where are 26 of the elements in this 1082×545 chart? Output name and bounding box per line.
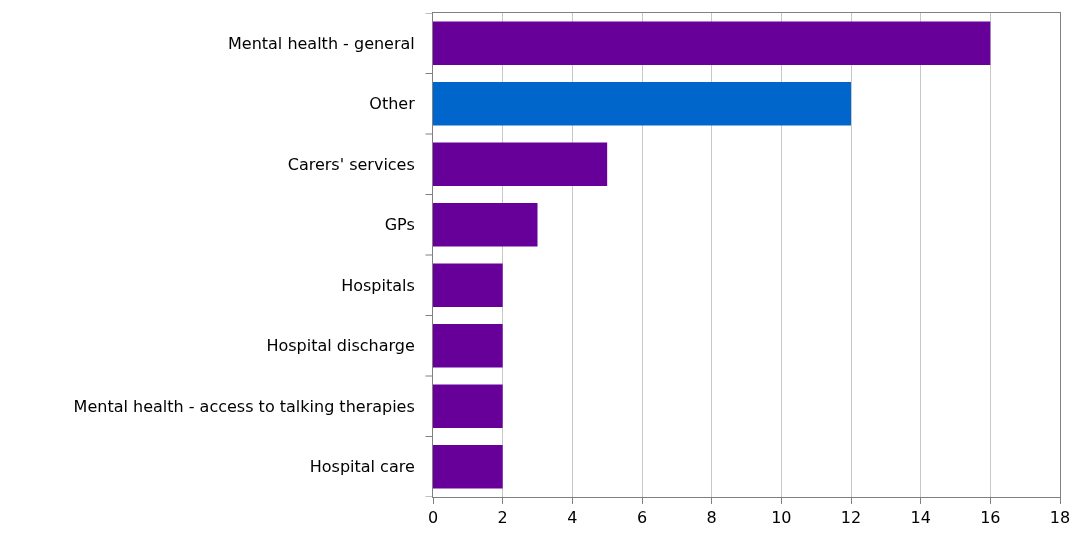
- x-tick-label: 2: [497, 508, 508, 528]
- x-tick-label: 16: [980, 508, 1001, 528]
- x-tick-label: 18: [1049, 508, 1071, 528]
- y-tick-label: Mental health - access to talking therapies: [73, 396, 415, 416]
- x-tick-label: 4: [567, 508, 578, 528]
- y-tick-label: Other: [369, 94, 416, 114]
- x-tick-label: 14: [910, 508, 931, 528]
- bar: [433, 384, 503, 429]
- y-tick-label: Carers' services: [287, 154, 415, 174]
- x-tick-label: 0: [427, 508, 439, 528]
- bar: [433, 323, 503, 368]
- bar: [433, 444, 503, 489]
- bar: [433, 21, 991, 66]
- bar: [433, 81, 851, 126]
- x-tick-label: 12: [840, 508, 862, 528]
- y-tick-label: Mental health - general: [227, 33, 415, 53]
- y-tick-label: Hospital care: [309, 457, 415, 477]
- x-tick-label: 8: [706, 508, 717, 528]
- y-tick-label: Hospital discharge: [266, 336, 415, 356]
- bar: [433, 263, 503, 308]
- bar: [433, 202, 538, 247]
- x-tick-label: 6: [636, 508, 648, 528]
- y-tick-label: GPs: [384, 215, 415, 235]
- x-tick-label: 10: [771, 508, 792, 528]
- y-tick-label: Hospitals: [341, 275, 415, 295]
- bar: [433, 142, 608, 187]
